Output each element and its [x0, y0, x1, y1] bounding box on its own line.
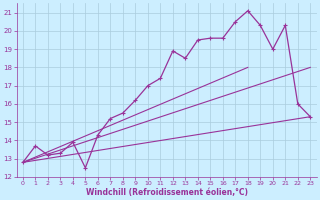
- X-axis label: Windchill (Refroidissement éolien,°C): Windchill (Refroidissement éolien,°C): [85, 188, 248, 197]
